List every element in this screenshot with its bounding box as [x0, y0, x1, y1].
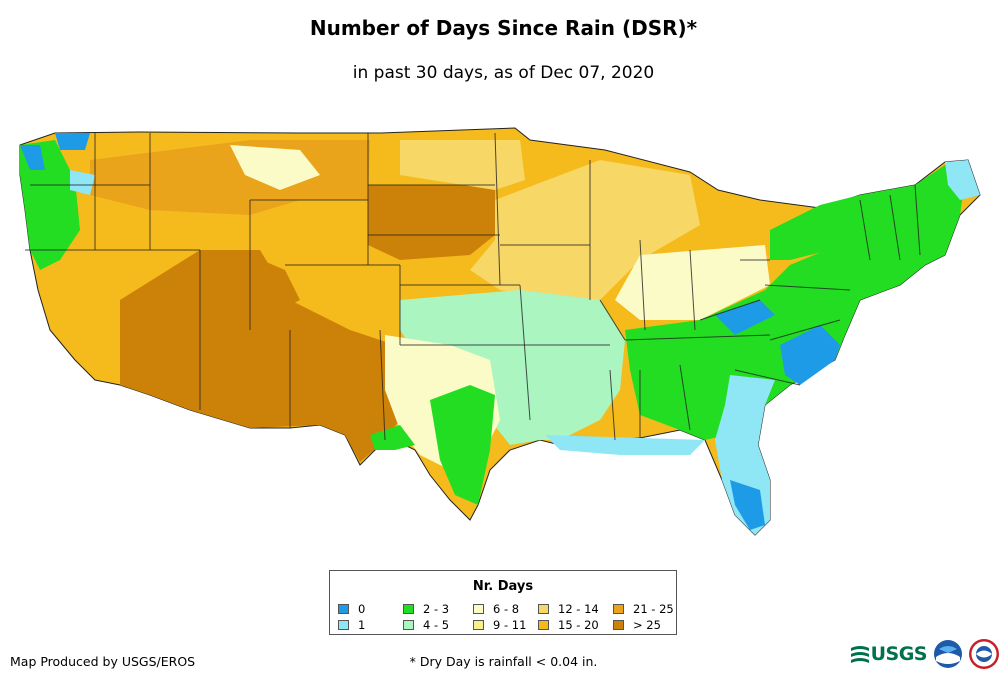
region-washington-top-0 [55, 133, 90, 150]
legend-box: Nr. Days 0 1 2 - 3 4 - 5 6 - 8 9 - 11 12 - 14 1… [329, 570, 677, 635]
legend-label: 1 [358, 618, 366, 632]
map-credit: Map Produced by USGS/EROS [10, 654, 196, 669]
legend-item: 2 - 3 [403, 602, 449, 616]
legend-item: 0 [338, 602, 365, 616]
region-appalachian-0 [715, 300, 775, 335]
legend-label: > 25 [633, 618, 661, 632]
us-dsr-map [19, 127, 981, 536]
region-pnw-23 [20, 140, 80, 270]
region-washington-0 [20, 145, 45, 170]
legend-swatch [538, 604, 549, 614]
legend-swatch [338, 604, 349, 614]
legend-swatch [338, 620, 349, 630]
map-footnote: * Dry Day is rainfall < 0.04 in. [409, 654, 598, 669]
legend-title: Nr. Days [472, 579, 534, 594]
legend-item: 15 - 20 [538, 618, 599, 632]
legend-label: 2 - 3 [423, 602, 450, 616]
usgs-logo: USGS [850, 643, 928, 665]
usgs-text: USGS [870, 643, 928, 665]
region-plains-45 [400, 290, 625, 445]
legend-item: 4 - 5 [403, 618, 449, 632]
region-florida-0 [730, 480, 765, 530]
legend-swatch [403, 604, 414, 614]
legend-label: 15 - 20 [558, 618, 599, 632]
legend-swatch [613, 620, 624, 630]
legend-label: 6 - 8 [493, 602, 520, 616]
legend-label: 21 - 25 [633, 602, 674, 616]
map-title: Number of Days Since Rain (DSR)* [309, 16, 698, 40]
region-texas-west-23 [370, 425, 415, 450]
legend-label: 9 - 11 [493, 618, 527, 632]
legend-swatch [403, 620, 414, 630]
legend-item: 6 - 8 [473, 602, 519, 616]
legend-item: 21 - 25 [613, 602, 674, 616]
nws-logo-icon [969, 639, 999, 669]
noaa-logo-icon [934, 640, 962, 668]
region-idaho-1 [70, 170, 95, 195]
region-southwest-gt25 [120, 250, 400, 462]
region-midwest-1214 [470, 160, 700, 300]
legend-swatch [538, 620, 549, 630]
agency-logos: USGS [850, 639, 999, 669]
region-dakota-1214 [400, 140, 525, 190]
legend-swatch [473, 620, 484, 630]
state-borders [25, 132, 921, 441]
region-texas-23 [430, 385, 495, 505]
legend-swatch [613, 604, 624, 614]
region-carolina-0 [780, 325, 840, 385]
legend-swatch [473, 604, 484, 614]
legend-label: 4 - 5 [423, 618, 450, 632]
legend-item: 12 - 14 [538, 602, 599, 616]
legend-item: 1 [338, 618, 365, 632]
legend-label: 0 [358, 602, 366, 616]
legend-item: 9 - 11 [473, 618, 526, 632]
region-great-plains-gt25 [368, 185, 495, 260]
region-maine-1 [945, 160, 980, 200]
legend-item: > 25 [613, 618, 661, 632]
usgs-wave-icon [850, 646, 869, 663]
region-montana-68 [230, 145, 320, 190]
region-gulf-1 [545, 435, 705, 455]
map-subtitle: in past 30 days, as of Dec 07, 2020 [352, 63, 655, 83]
legend-label: 12 - 14 [558, 602, 599, 616]
